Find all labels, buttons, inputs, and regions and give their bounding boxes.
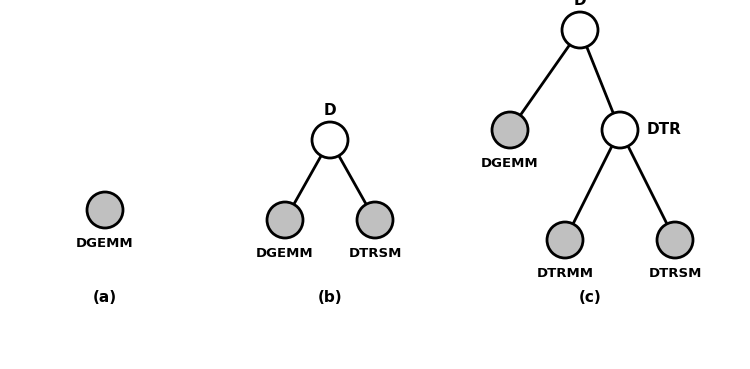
Text: (c): (c) (579, 290, 602, 305)
Circle shape (357, 202, 393, 238)
Text: DGEMM: DGEMM (482, 157, 538, 170)
Circle shape (657, 222, 693, 258)
Text: DTRSM: DTRSM (348, 247, 402, 260)
Text: DTRMM: DTRMM (536, 267, 593, 280)
Circle shape (87, 192, 123, 228)
Circle shape (492, 112, 528, 148)
Circle shape (312, 122, 348, 158)
Circle shape (562, 12, 598, 48)
Circle shape (267, 202, 303, 238)
Text: D: D (324, 103, 336, 118)
Text: (b): (b) (318, 290, 342, 305)
Text: (a): (a) (93, 290, 117, 305)
Text: DGEMM: DGEMM (76, 237, 134, 250)
Text: DTR: DTR (647, 123, 682, 138)
Circle shape (547, 222, 583, 258)
Text: DGEMM: DGEMM (256, 247, 313, 260)
Circle shape (602, 112, 638, 148)
Text: DTRSM: DTRSM (648, 267, 702, 280)
Text: D: D (574, 0, 586, 8)
